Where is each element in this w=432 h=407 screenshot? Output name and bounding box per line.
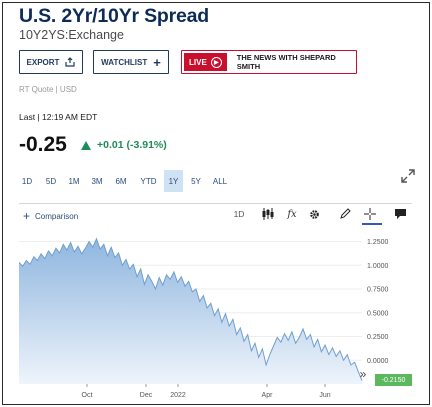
- watchlist-label: WATCHLIST: [101, 57, 148, 67]
- chart-panel: + Comparison 1D fx 1.2500 1.0000 0.7500 0.5…: [19, 203, 412, 403]
- price-change: +0.01 (-3.91%): [81, 139, 167, 151]
- chevron-right-icon[interactable]: »: [359, 367, 367, 381]
- change-value: +0.01 (-3.91%): [97, 139, 167, 151]
- x-tick-label: Jun: [319, 392, 330, 399]
- comment-icon[interactable]: [392, 206, 408, 222]
- x-tick-label: Oct: [82, 392, 93, 399]
- rt-quote-label: RT Quote | USD: [19, 85, 77, 94]
- x-tick-label: Apr: [262, 392, 274, 399]
- export-icon: [65, 57, 76, 67]
- indicators-icon[interactable]: fx: [284, 206, 300, 222]
- x-tick-label: 2022: [170, 392, 186, 399]
- interval-selector[interactable]: 1D: [233, 209, 245, 219]
- expand-icon[interactable]: [400, 168, 416, 184]
- crosshair-active-indicator: [362, 223, 382, 225]
- last-updated: Last | 12:19 AM EDT: [19, 112, 98, 122]
- range-tab-all[interactable]: ALL: [212, 176, 228, 186]
- last-value-tag: -0.2150: [375, 374, 412, 386]
- range-tab-1d[interactable]: 1D: [21, 176, 33, 186]
- last-price: -0.25: [19, 133, 67, 156]
- comparison-button[interactable]: + Comparison: [23, 209, 78, 223]
- range-tab-6m[interactable]: 6M: [115, 176, 127, 186]
- y-tick-label: 1.2500: [367, 239, 389, 246]
- live-badge: LIVE ▶: [184, 53, 227, 71]
- y-tick-label: 0.7500: [367, 287, 389, 294]
- export-label: EXPORT: [26, 57, 60, 67]
- range-tab-1m[interactable]: 1M: [68, 176, 80, 186]
- watchlist-button[interactable]: WATCHLIST +: [93, 50, 169, 74]
- fx-label: fx: [287, 208, 297, 220]
- plus-icon: +: [23, 209, 31, 223]
- live-show-label: THE NEWS WITH SHEPARD SMITH: [236, 53, 336, 71]
- series-line: [19, 237, 363, 381]
- play-icon: ▶: [210, 56, 222, 68]
- candlestick-icon[interactable]: [260, 206, 276, 222]
- y-tick-label: 0.2500: [367, 334, 389, 341]
- crosshair-icon[interactable]: [362, 206, 378, 222]
- range-tab-5d[interactable]: 5D: [45, 176, 57, 186]
- y-tick-label: 1.0000: [367, 263, 389, 270]
- up-triangle-icon: [81, 140, 91, 150]
- range-tab-5y[interactable]: 5Y: [191, 176, 201, 186]
- range-tab-1y[interactable]: 1Y: [164, 170, 183, 192]
- y-tick-label: 0.0000: [367, 358, 389, 365]
- range-tab-ytd[interactable]: YTD: [140, 176, 157, 186]
- live-news-button[interactable]: LIVE ▶ THE NEWS WITH SHEPARD SMITH: [181, 50, 357, 74]
- y-tick-label: 0.5000: [367, 310, 389, 317]
- range-tab-3m[interactable]: 3M: [91, 176, 103, 186]
- series-area: [19, 238, 362, 384]
- page-title: U.S. 2Yr/10Yr Spread: [19, 5, 210, 27]
- symbol-subtitle: 10Y2YS:Exchange: [19, 28, 124, 42]
- plus-icon: +: [153, 54, 161, 70]
- export-button[interactable]: EXPORT: [19, 50, 83, 74]
- gear-icon[interactable]: [306, 206, 322, 222]
- spread-chart[interactable]: 1.2500 1.0000 0.7500 0.5000 0.2500 0.0000 Oct D…: [19, 204, 412, 404]
- comparison-label: Comparison: [35, 211, 79, 221]
- pencil-icon[interactable]: [337, 206, 353, 222]
- x-tick-label: Dec: [140, 392, 153, 399]
- live-label: LIVE: [189, 57, 207, 67]
